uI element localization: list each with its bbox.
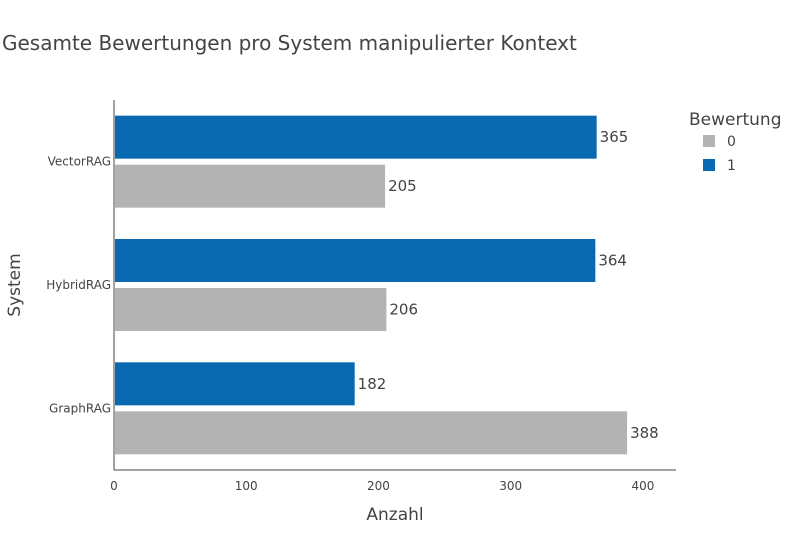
x-axis-title: Anzahl: [366, 505, 423, 525]
legend-item-0[interactable]: 0: [703, 134, 736, 150]
data-label-vectorrag-bewertung-0: 205: [388, 177, 417, 195]
data-label-graphrag-bewertung-0: 388: [630, 424, 659, 442]
y-axis-ticks: VectorRAG HybridRAG GraphRAG: [46, 155, 111, 416]
bar-hybridrag-bewertung-1: [115, 239, 596, 282]
data-label-vectorrag-bewertung-1: 365: [600, 128, 629, 146]
legend-label-1: 1: [727, 158, 736, 174]
data-label-graphrag-bewertung-1: 182: [358, 375, 387, 393]
data-label-hybridrag-bewertung-1: 364: [598, 252, 627, 270]
bar-vectorrag-bewertung-1: [115, 115, 597, 159]
bars: [115, 115, 628, 455]
x-axis-ticks: 0 100 200 300 400: [110, 479, 654, 493]
legend: Bewertung 0 1: [689, 110, 781, 174]
legend-swatch-0: [703, 135, 715, 147]
legend-item-1[interactable]: 1: [703, 158, 736, 174]
x-tick-label-100: 100: [235, 479, 258, 493]
x-tick-label-300: 300: [499, 479, 522, 493]
plot-area: 365 205 364 206 182 388 0 100 200 300 400 VectorR…: [46, 100, 676, 493]
bar-graphrag-bewertung-1: [115, 362, 355, 406]
bar-graphrag-bewertung-0: [115, 411, 628, 455]
legend-swatch-1: [703, 159, 715, 171]
y-tick-label-hybridrag: HybridRAG: [46, 278, 111, 292]
legend-label-0: 0: [727, 134, 736, 150]
data-labels: 365 205 364 206 182 388: [358, 128, 659, 442]
y-tick-label-graphrag: GraphRAG: [49, 401, 111, 415]
chart-title: Gesamte Bewertungen pro System manipulie…: [2, 31, 577, 55]
x-tick-label-400: 400: [631, 479, 654, 493]
legend-title: Bewertung: [689, 110, 781, 130]
x-tick-label-200: 200: [367, 479, 390, 493]
y-tick-label-vectorrag: VectorRAG: [48, 155, 111, 169]
y-axis-title: System: [5, 253, 25, 316]
bar-hybridrag-bewertung-0: [115, 288, 387, 331]
data-label-hybridrag-bewertung-0: 206: [389, 301, 418, 319]
bar-vectorrag-bewertung-0: [115, 164, 386, 208]
x-tick-label-0: 0: [110, 479, 118, 493]
